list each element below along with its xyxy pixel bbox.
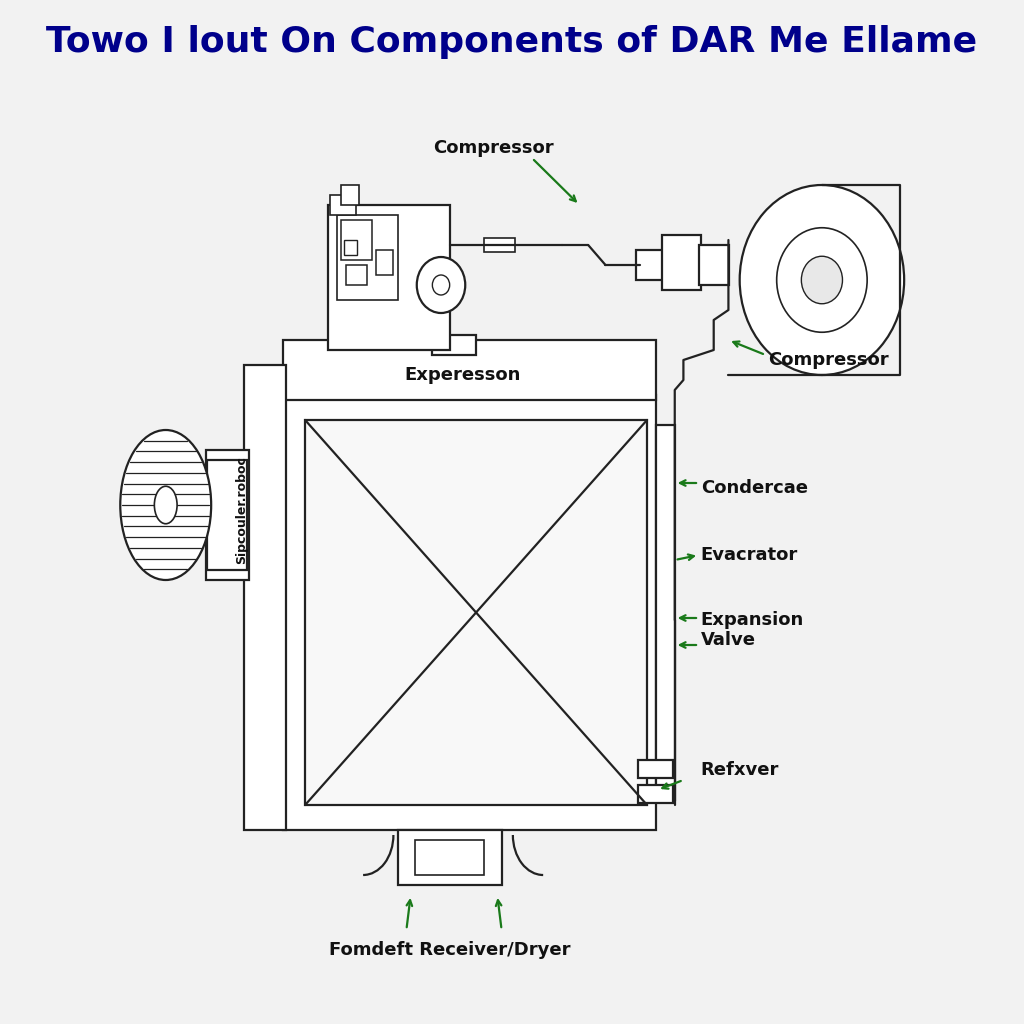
Bar: [284, 340, 655, 400]
Text: Compressor: Compressor: [433, 139, 553, 157]
Bar: [329, 205, 450, 350]
Bar: [397, 830, 502, 885]
Ellipse shape: [155, 486, 177, 523]
Circle shape: [776, 227, 867, 332]
Bar: [636, 250, 666, 280]
Bar: [330, 195, 356, 215]
Bar: [344, 240, 357, 255]
Bar: [376, 250, 393, 275]
Circle shape: [802, 256, 843, 304]
Bar: [415, 840, 484, 874]
Bar: [206, 450, 249, 580]
Bar: [207, 460, 247, 570]
Bar: [655, 425, 675, 800]
Bar: [638, 760, 673, 778]
Text: Towo I lout On Components of DAR Me Ellame: Towo I lout On Components of DAR Me Ella…: [46, 25, 978, 59]
Circle shape: [739, 185, 904, 375]
Bar: [662, 234, 700, 290]
Bar: [699, 245, 729, 285]
Text: Evacrator: Evacrator: [700, 546, 798, 564]
Text: Condercae: Condercae: [700, 479, 808, 497]
Circle shape: [417, 257, 465, 313]
Ellipse shape: [120, 430, 211, 580]
Text: Experesson: Experesson: [404, 366, 521, 384]
Bar: [346, 265, 368, 285]
Polygon shape: [284, 395, 655, 830]
Bar: [432, 335, 475, 355]
Text: Expansion
Valve: Expansion Valve: [700, 610, 804, 649]
Bar: [245, 365, 286, 830]
Text: Compressor: Compressor: [768, 351, 889, 369]
Text: Refxver: Refxver: [700, 761, 779, 779]
Circle shape: [432, 275, 450, 295]
Bar: [341, 185, 358, 205]
Bar: [638, 785, 673, 803]
Bar: [305, 420, 647, 805]
Text: Fomdeft Receiver/Dryer: Fomdeft Receiver/Dryer: [329, 941, 570, 959]
Bar: [341, 220, 372, 260]
Bar: [484, 238, 515, 252]
Bar: [337, 215, 397, 300]
Text: Sipcouler.roboc: Sipcouler.roboc: [236, 456, 249, 564]
